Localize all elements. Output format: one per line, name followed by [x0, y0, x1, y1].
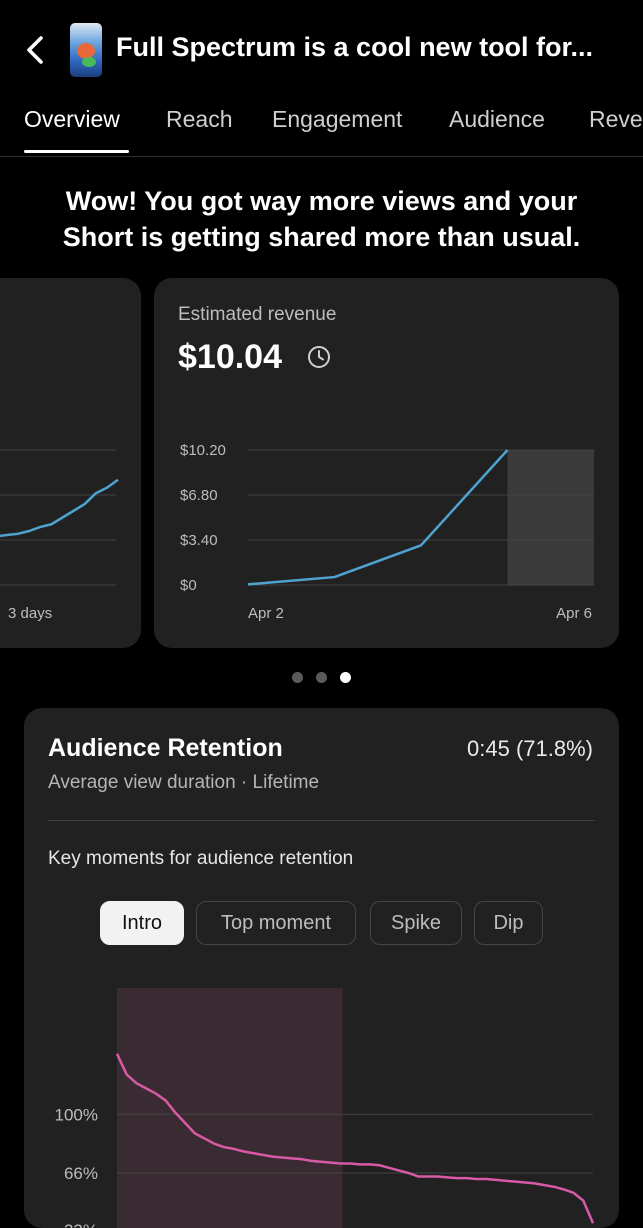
revenue-chart: $0 $3.40 $6.80 $10.20 Apr 2 Apr 6 [180, 442, 594, 622]
previous-series-line [0, 478, 119, 538]
y-tick-label: 66% [64, 1164, 98, 1183]
retention-value: 0:45 (71.8%) [467, 736, 593, 761]
y-tick-label: 100% [55, 1105, 98, 1124]
chip-dip[interactable]: Dip [474, 901, 543, 945]
y-tick-label: $10.20 [180, 442, 226, 459]
carousel-dot-3[interactable] [340, 672, 351, 683]
y-tick-label: $6.80 [180, 487, 218, 504]
retention-series-line [115, 1053, 595, 1224]
video-thumbnail [70, 23, 102, 77]
revenue-value: $10.04 [178, 338, 282, 376]
retention-subtitle: Average view duration · Lifetime [48, 772, 320, 793]
video-title: Full Spectrum is a cool new tool for... [116, 32, 594, 62]
headline-line-1: Wow! You got way more views and your [65, 186, 578, 216]
retention-chart: 33% 66% 100% [55, 988, 595, 1228]
x-tick-label: Apr 2 [248, 605, 284, 622]
estimated-revenue-card[interactable]: Estimated revenue $10.04 $0 $3.40 $6.80 $10… [154, 278, 619, 648]
tab-engagement[interactable]: Engagement [272, 106, 403, 132]
y-tick-label: $0 [180, 577, 197, 594]
insight-headline: Wow! You got way more views and your Sho… [0, 183, 643, 255]
previous-card-chart: 3 days [0, 449, 119, 622]
y-tick-label: $3.40 [180, 532, 218, 549]
key-moments-label: Key moments for audience retention [48, 848, 354, 869]
carousel-indicator [292, 672, 352, 684]
analytics-tabs: Overview Reach Engagement Audience Reve [0, 100, 643, 157]
revenue-series-line [247, 449, 509, 586]
metric-card-previous[interactable]: 3 days [0, 278, 141, 648]
carousel-dot-2[interactable] [316, 672, 327, 683]
chip-intro[interactable]: Intro [100, 901, 184, 945]
y-tick-label: 33% [64, 1221, 98, 1228]
chip-top-moment[interactable]: Top moment [196, 901, 356, 945]
tab-audience[interactable]: Audience [449, 106, 545, 132]
divider [48, 820, 595, 821]
tab-revenue[interactable]: Reve [589, 106, 643, 132]
x-tick-label: Apr 6 [556, 605, 592, 622]
revenue-label: Estimated revenue [178, 304, 337, 325]
tab-overview[interactable]: Overview [24, 106, 120, 132]
x-tick-label: 3 days [8, 605, 52, 622]
audience-retention-card: Audience Retention 0:45 (71.8%) Average … [24, 708, 619, 1228]
intro-highlight-region [117, 988, 343, 1228]
tab-reach[interactable]: Reach [166, 106, 233, 132]
carousel-dot-1[interactable] [292, 672, 303, 683]
retention-title: Audience Retention [48, 734, 283, 762]
active-tab-indicator [24, 150, 129, 153]
app-header: Full Spectrum is a cool new tool for... [0, 0, 643, 100]
partial-period-shading [507, 450, 594, 585]
clock-icon[interactable] [307, 345, 331, 369]
headline-line-2: Short is getting shared more than usual. [62, 222, 581, 252]
chip-spike[interactable]: Spike [370, 901, 462, 945]
back-arrow-icon[interactable] [18, 30, 54, 70]
